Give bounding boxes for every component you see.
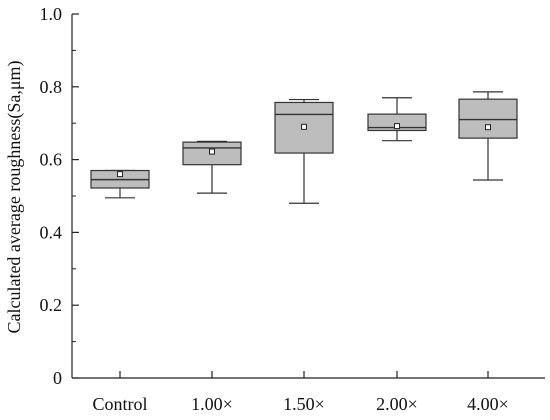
y-tick-label: 0 [53,368,62,388]
y-tick-label: 0.8 [40,77,63,97]
box-group [182,140,242,194]
mean-marker [394,123,400,130]
mean-marker [485,124,491,131]
box-iqr [367,113,427,132]
box-group [367,97,427,142]
x-tick-label: 2.00× [376,394,418,414]
y-tick-label: 0.4 [40,222,63,242]
y-tick-label: 0.6 [40,150,63,170]
mean-marker [301,123,307,130]
x-tick-label: Control [92,394,147,414]
mean-marker [117,171,123,178]
axes [71,14,545,379]
box-series [90,91,518,204]
y-axis-label: Calculated average roughness(Sa,μm) [4,60,25,333]
box-group [458,91,518,181]
box-iqr [458,98,518,139]
box-group [274,98,334,204]
x-axis-ticks: Control 1.00× 1.50× 2.00× 4.00× [92,371,509,414]
x-tick-label: 1.50× [283,394,325,414]
x-tick-label: 4.00× [467,394,509,414]
y-tick-label: 1.0 [40,4,63,24]
mean-marker [209,148,215,155]
y-axis-ticks: 0 0.2 0.4 0.6 0.8 1.0 [40,4,79,388]
x-tick-label: 1.00× [191,394,233,414]
box-group [90,169,150,199]
y-tick-label: 0.2 [40,295,63,315]
